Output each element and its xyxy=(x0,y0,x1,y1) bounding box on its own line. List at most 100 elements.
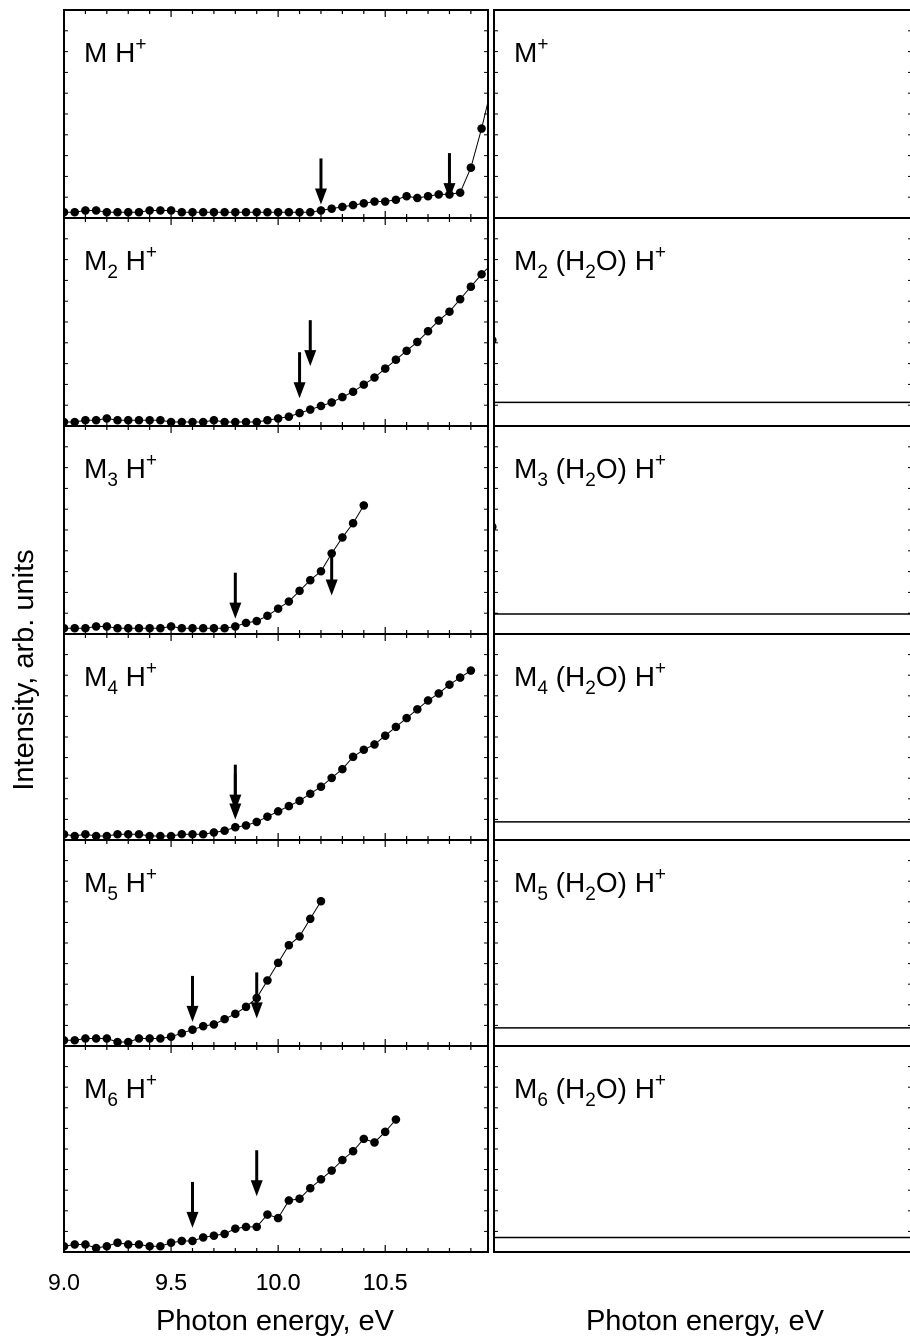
data-point xyxy=(113,1037,122,1046)
data-point xyxy=(327,398,336,407)
threshold-arrow-head xyxy=(229,794,242,811)
data-point xyxy=(70,370,79,379)
data-point xyxy=(123,1037,133,1046)
data-point xyxy=(285,1006,294,1015)
data-point xyxy=(166,206,176,215)
data-point xyxy=(220,1024,229,1033)
label-main: M xyxy=(84,1073,107,1104)
data-point xyxy=(64,623,69,633)
data-point xyxy=(359,1134,369,1144)
data-point xyxy=(274,1003,283,1012)
data-point xyxy=(477,269,486,279)
data-point xyxy=(156,831,165,840)
data-point xyxy=(434,547,443,556)
threshold-arrow-head xyxy=(229,602,242,619)
threshold-arrow-head xyxy=(304,350,317,367)
data-point xyxy=(391,195,401,205)
data-point xyxy=(381,574,390,583)
data-point xyxy=(199,613,208,622)
data-point xyxy=(273,807,283,816)
data-point xyxy=(306,610,315,619)
data-point xyxy=(177,207,187,217)
data-point xyxy=(349,772,358,781)
data-point xyxy=(402,191,411,201)
panel-label: M6 (H2O) H+ xyxy=(514,1070,666,1111)
data-point xyxy=(198,1233,208,1242)
data-point xyxy=(445,680,454,689)
panel-left-3: M4 H+ xyxy=(63,633,489,841)
data-point xyxy=(402,346,411,356)
data-point xyxy=(359,955,368,964)
panel-plot-area xyxy=(64,501,369,633)
data-point xyxy=(220,826,229,836)
data-point xyxy=(220,417,229,426)
data-point xyxy=(156,1241,165,1251)
label-tail: H xyxy=(118,453,146,484)
label-tail: (H xyxy=(548,1073,585,1104)
data-point xyxy=(316,782,326,792)
data-point xyxy=(64,1035,69,1045)
data-point xyxy=(263,207,272,217)
panel-label: M H+ xyxy=(84,34,146,68)
label-tail-2: O) H xyxy=(596,453,655,484)
data-point xyxy=(413,911,422,920)
panel-plot-area xyxy=(64,896,326,1046)
label-main: M xyxy=(84,661,107,692)
data-point xyxy=(445,540,454,549)
threshold-arrow-head xyxy=(443,183,456,200)
data-point xyxy=(123,207,133,217)
data-point xyxy=(102,622,112,631)
data-point xyxy=(295,1194,304,1204)
data-point xyxy=(156,396,165,405)
data-point xyxy=(70,417,80,426)
data-point xyxy=(220,1229,229,1239)
data-point xyxy=(70,1240,80,1249)
data-point xyxy=(317,610,326,619)
data-point xyxy=(145,415,154,425)
label-subscript-2: 2 xyxy=(585,678,596,699)
data-point xyxy=(305,405,315,414)
data-point xyxy=(424,666,433,675)
data-point xyxy=(273,1213,283,1223)
data-point xyxy=(455,188,465,197)
data-point xyxy=(359,501,369,510)
panel-label: M3 (H2O) H+ xyxy=(514,450,666,491)
data-point xyxy=(113,829,122,839)
data-point xyxy=(370,567,379,576)
label-subscript: 4 xyxy=(537,678,548,699)
data-point xyxy=(188,615,197,624)
data-point xyxy=(231,622,240,631)
data-point xyxy=(91,622,101,631)
data-point xyxy=(188,417,197,426)
data-point xyxy=(220,623,229,633)
data-point xyxy=(242,811,251,820)
panel-right-0: M+ xyxy=(443,9,910,219)
data-point xyxy=(424,563,433,572)
data-point xyxy=(488,621,497,630)
data-point xyxy=(263,386,272,395)
label-superscript: + xyxy=(135,34,146,55)
data-point xyxy=(113,1223,122,1232)
panel-plot-area xyxy=(220,911,910,1033)
threshold-arrow-head xyxy=(186,1211,199,1228)
data-point xyxy=(92,604,101,613)
data-point xyxy=(91,1243,101,1252)
data-point xyxy=(188,1025,197,1034)
data-point xyxy=(134,207,144,217)
data-point xyxy=(145,601,154,610)
data-point xyxy=(64,1241,69,1251)
data-point xyxy=(327,204,336,213)
data-point xyxy=(380,197,390,206)
data-point xyxy=(466,282,476,292)
data-point xyxy=(167,599,176,608)
data-point xyxy=(92,395,101,404)
data-point xyxy=(423,191,433,201)
data-point xyxy=(359,588,368,597)
data-point xyxy=(284,412,294,421)
data-point xyxy=(188,207,197,217)
label-main: M xyxy=(84,453,107,484)
data-point xyxy=(295,796,304,806)
data-point xyxy=(338,592,347,601)
data-point xyxy=(370,740,379,749)
data-point xyxy=(102,207,112,217)
